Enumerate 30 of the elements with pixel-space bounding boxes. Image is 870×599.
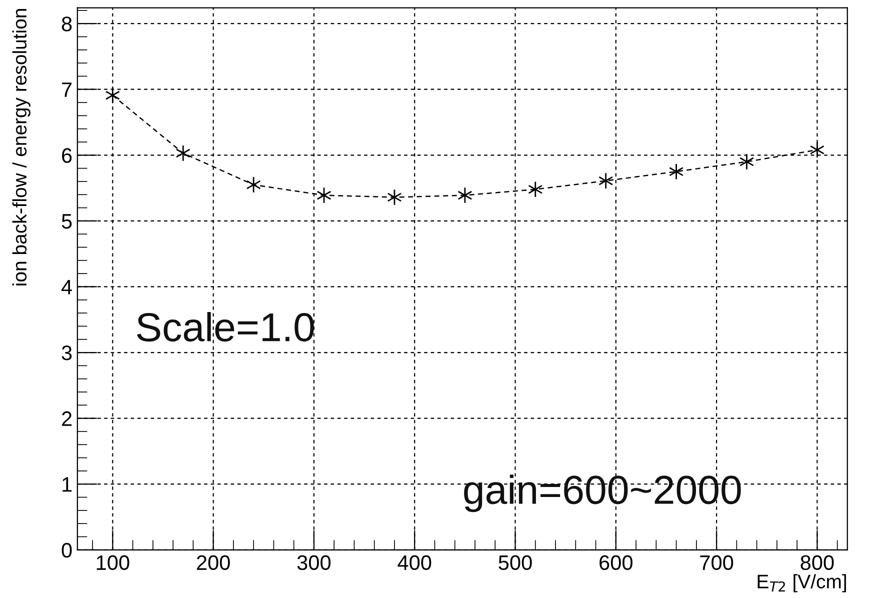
y-tick-label: 3 — [62, 346, 72, 360]
x-tick-label: 700 — [700, 555, 734, 570]
point — [246, 176, 261, 194]
x-tick-label: 500 — [498, 555, 532, 570]
point — [668, 163, 684, 180]
point — [810, 142, 824, 158]
x-tick-label: 300 — [297, 555, 331, 570]
annotation: gain=600~2000 — [464, 474, 741, 512]
annotation: Scale=1.0 — [137, 312, 314, 342]
x-tick-label: 100 — [96, 555, 130, 570]
y-tick-label: 2 — [62, 411, 72, 426]
y-tick-label: 7 — [62, 82, 72, 97]
y-tick-label: 5 — [62, 214, 72, 229]
y-axis-title: ion back-flow / energy resolution — [12, 9, 30, 286]
point — [598, 172, 614, 190]
point — [528, 181, 543, 198]
y-tick-label: 8 — [62, 16, 72, 32]
x-tick-label: 400 — [398, 555, 432, 570]
x-tick-label: 600 — [600, 555, 632, 570]
point — [739, 153, 754, 170]
y-tick-label: 1 — [62, 477, 72, 492]
y-tick-label: 4 — [61, 280, 72, 294]
y-tick-label: 6 — [62, 148, 72, 163]
y-tick-label: 0 — [62, 542, 72, 558]
x-axis-title: E$_{T2}$ [V/cm] — [758, 574, 846, 592]
point — [176, 144, 190, 162]
point — [105, 86, 120, 104]
x-tick-label: 800 — [800, 555, 834, 570]
x-tick-label: 200 — [196, 555, 230, 570]
point — [458, 186, 472, 204]
